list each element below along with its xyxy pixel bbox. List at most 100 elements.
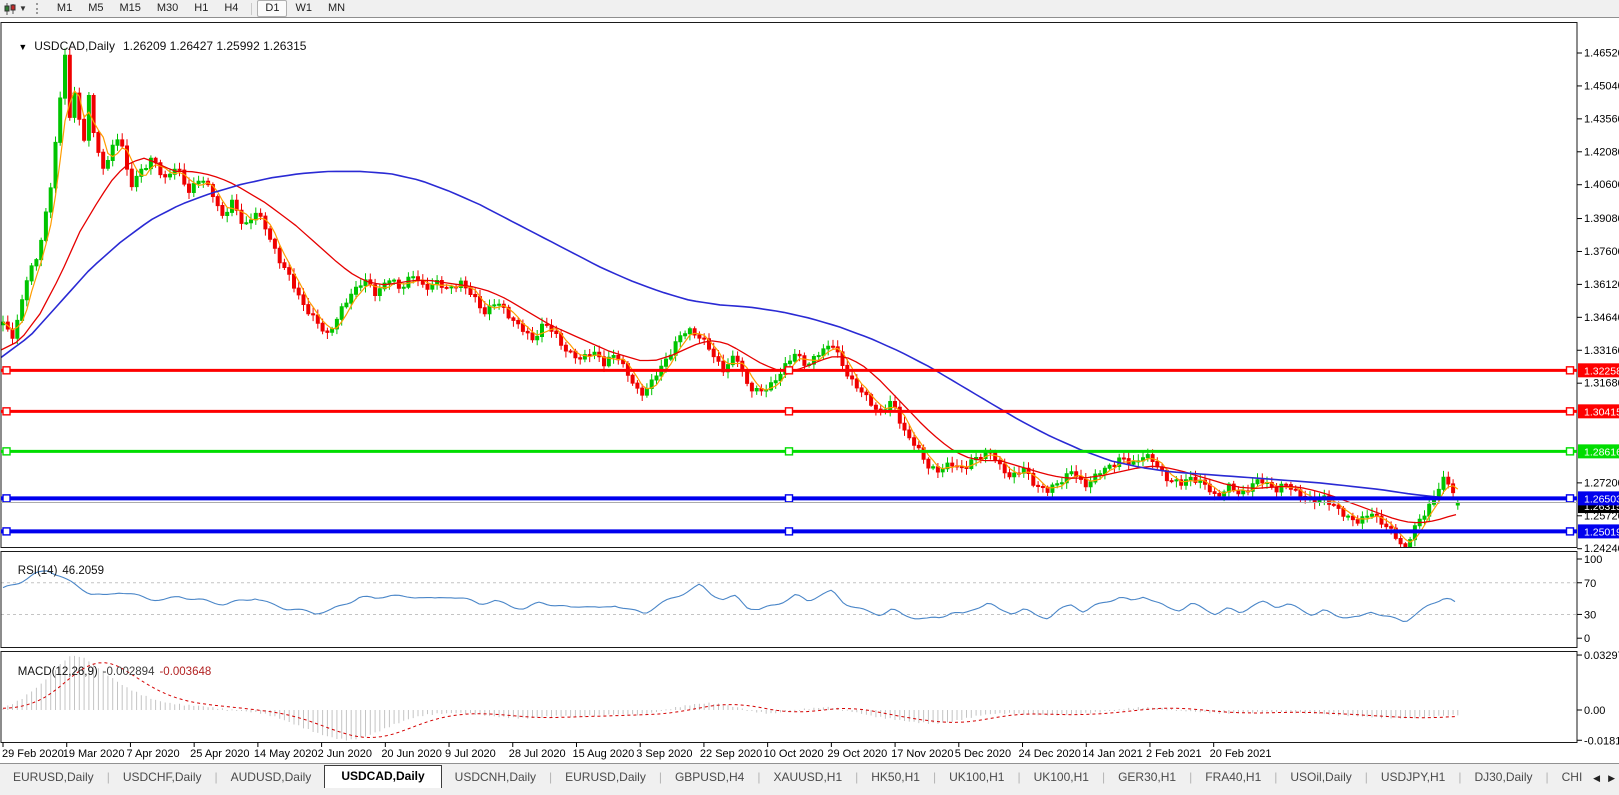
tab-separator: | (1364, 770, 1368, 784)
price-axis-label: 1.37600 (1584, 246, 1619, 258)
toolbar-separator (251, 2, 253, 15)
chart-title: ▼ USDCAD,Daily 1.26209 1.26427 1.25992 1.2… (5, 25, 306, 67)
price-level-badge-label: 1.26503 (1584, 493, 1619, 505)
line-end-marker[interactable] (1565, 447, 1575, 456)
date-axis-label: 19 Mar 2020 (63, 748, 125, 760)
chart-tab-ger30-h1[interactable]: GER30,H1 (1118, 770, 1177, 784)
macd-indicator-label: MACD(12,26,9) -0.002894 -0.003648 (5, 654, 211, 690)
scroll-tabs-left-button[interactable]: ◀ (1593, 773, 1601, 783)
rsi-line (2, 570, 1456, 622)
price-axis-label: 1.39080 (1584, 213, 1619, 225)
line-end-marker[interactable] (784, 407, 794, 416)
date-axis-label: 20 Jun 2020 (381, 748, 442, 760)
chart-canvas[interactable]: 1.46520 1.45040 1.43560 1.42080 1.40600 1.390… (0, 0, 1619, 763)
price-level-badge-label: 1.30415 (1584, 406, 1619, 418)
line-end-marker[interactable] (784, 494, 794, 503)
price-level-badge (1578, 524, 1619, 539)
price-axis-label: 1.27200 (1584, 477, 1619, 489)
symbol-tab-bar: EURUSD,Daily | USDCHF,Daily | AUDUSD,Daily US… (0, 763, 1619, 788)
chart-title-ohlc: 1.26209 1.26427 1.25992 1.26315 (122, 39, 307, 53)
price-axis-label: 1.24240 (1584, 543, 1619, 555)
chart-tab-hk50-h1[interactable]: HK50,H1 (871, 770, 920, 784)
price-level-badge (1578, 491, 1619, 506)
date-axis-label: 2 Jun 2020 (318, 748, 372, 760)
status-bar (0, 787, 1619, 795)
line-end-marker[interactable] (2, 366, 11, 375)
chart-tab-dj30-daily[interactable]: DJ30,Daily (1474, 770, 1533, 784)
timeframe-button-w1[interactable]: W1 (295, 2, 312, 14)
chart-tab-usdcad-daily[interactable]: USDCAD,Daily (324, 765, 442, 788)
macd-signal-line (2, 662, 1456, 738)
chart-tab-usdcnh-daily[interactable]: USDCNH,Daily (454, 770, 537, 784)
rsi-layer (1, 570, 1577, 622)
line-end-marker[interactable] (2, 527, 11, 536)
date-axis-label: 17 Nov 2020 (891, 748, 953, 760)
timeframe-toolbar: ▼ M1 M5 M15 M30 H1 H4 D1 W1 MN (0, 0, 1619, 18)
timeframe-button-m1[interactable]: M1 (56, 2, 73, 14)
macd-main-value: -0.002894 (102, 666, 155, 678)
line-end-marker[interactable] (1565, 494, 1575, 503)
tab-separator: | (1189, 770, 1193, 784)
chart-title-symbol: USDCAD,Daily (34, 39, 115, 53)
macd-axis-label: 0.00 (1584, 705, 1605, 717)
chart-type-button[interactable]: ▼ (1, 1, 30, 16)
tab-separator: | (1545, 770, 1549, 784)
timeframe-button-h4[interactable]: H4 (224, 2, 239, 14)
chart-tab-china300-h1[interactable]: CHINA300,H1 (1561, 770, 1583, 784)
line-end-marker[interactable] (2, 447, 11, 456)
line-end-marker[interactable] (784, 366, 794, 375)
chart-tab-xauusd-h1[interactable]: XAUUSD,H1 (773, 770, 843, 784)
timeframe-button-m15[interactable]: M15 (119, 2, 141, 14)
timeframe-button-h1[interactable]: H1 (194, 2, 209, 14)
price-axis-label: 1.43560 (1584, 113, 1619, 125)
line-end-marker[interactable] (784, 447, 794, 456)
tab-separator: | (658, 770, 662, 784)
rsi-name: RSI(14) (17, 565, 58, 577)
ma-fast-line (2, 90, 1459, 543)
scroll-tabs-right-button[interactable]: ▶ (1608, 773, 1615, 783)
rsi-axis-label: 30 (1584, 609, 1596, 621)
main-price-panel[interactable] (0, 22, 1578, 548)
chart-tab-gbpusd-h4[interactable]: GBPUSD,H4 (674, 770, 745, 784)
timeframe-button-d1[interactable]: D1 (257, 0, 288, 17)
price-level-badge-label: 1.25019 (1584, 526, 1619, 538)
chart-tab-usdchf-daily[interactable]: USDCHF,Daily (122, 770, 202, 784)
chart-tab-uk100-h1[interactable]: UK100,H1 (1033, 770, 1089, 784)
timeframe-button-m5[interactable]: M5 (88, 2, 104, 14)
tab-separator: | (1458, 770, 1462, 784)
tab-separator: | (549, 770, 553, 784)
line-end-marker[interactable] (2, 494, 11, 503)
chart-tab-usdjpy-h1[interactable]: USDJPY,H1 (1380, 770, 1446, 784)
chart-tab-audusd-daily[interactable]: AUDUSD,Daily (230, 770, 312, 784)
price-axis-label: 1.42080 (1584, 146, 1619, 158)
tab-scroll-controls: ◀ ▶ (1587, 773, 1615, 783)
price-axis-label: 1.36120 (1584, 279, 1619, 291)
chart-tab-fra40-h1[interactable]: FRA40,H1 (1205, 770, 1262, 784)
price-axis-label: 1.31680 (1584, 378, 1619, 390)
date-axis-label: 29 Feb 2020 (2, 748, 64, 760)
line-end-marker[interactable] (1565, 527, 1575, 536)
macd-panel[interactable] (0, 651, 1578, 743)
line-end-marker[interactable] (1565, 366, 1575, 375)
date-axis-label: 2 Feb 2021 (1146, 748, 1202, 760)
chart-tab-uk100-h1[interactable]: UK100,H1 (949, 770, 1005, 784)
chart-tab-eurusd-daily[interactable]: EURUSD,Daily (565, 770, 646, 784)
line-end-marker[interactable] (1565, 407, 1575, 416)
chart-tab-usoil-daily[interactable]: USOil,Daily (1290, 770, 1352, 784)
price-level-badge (1578, 444, 1619, 459)
date-axis-label: 9 Jul 2020 (445, 748, 496, 760)
line-end-marker[interactable] (784, 527, 794, 536)
toolbar-grip-handle[interactable] (35, 3, 41, 14)
price-level-badge (1578, 363, 1619, 378)
timeframe-button-mn[interactable]: MN (327, 2, 346, 14)
ma-medium-line (1, 157, 1457, 524)
price-level-badge-label: 1.32258 (1584, 365, 1619, 377)
line-end-marker[interactable] (2, 407, 11, 416)
collapse-arrow-icon[interactable]: ▼ (18, 42, 28, 52)
tab-separator: | (1017, 770, 1021, 784)
chart-tab-eurusd-daily[interactable]: EURUSD,Daily (13, 770, 94, 784)
timeframe-button-m30[interactable]: M30 (156, 2, 179, 14)
symbol-tabs: EURUSD,Daily | USDCHF,Daily | AUDUSD,Daily US… (0, 765, 1583, 788)
tab-separator: | (214, 770, 218, 784)
price-axis-label: 1.34640 (1584, 312, 1619, 324)
